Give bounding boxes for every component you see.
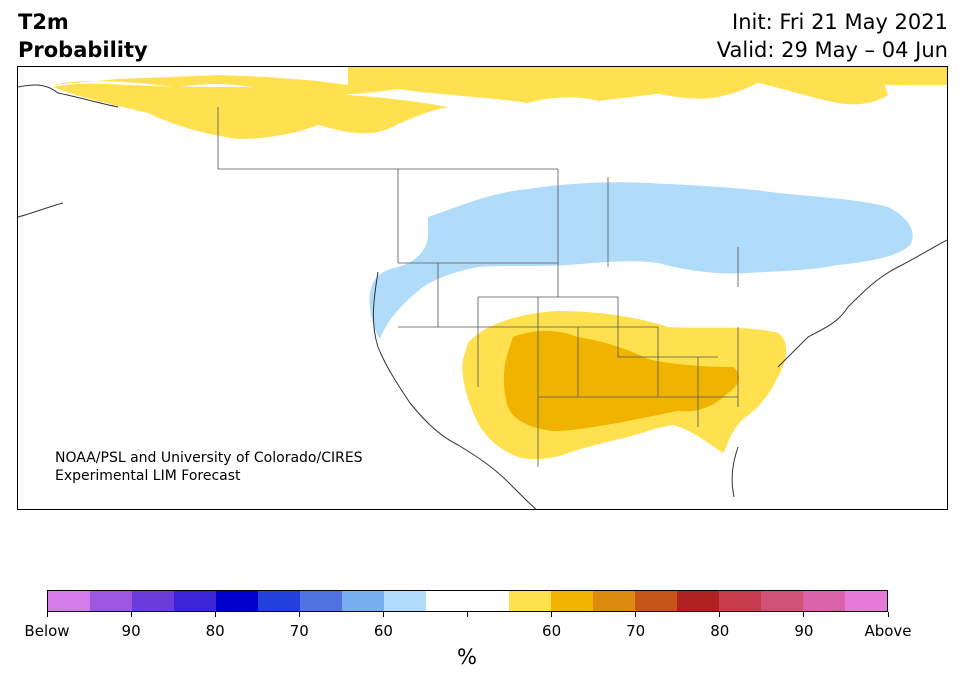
above-region-arctic-islands [358, 67, 888, 105]
colorbar-segment [677, 591, 720, 611]
colorbar-tick [46, 612, 48, 617]
colorbar-tick [635, 612, 637, 617]
colorbar-segment [48, 591, 90, 611]
colorbar-tick [719, 612, 721, 617]
colorbar-segment [173, 591, 216, 611]
colorbar-segment [509, 591, 552, 611]
colorbar-tick-label: 90 [794, 622, 814, 640]
colorbar-tick-label: Below [24, 622, 70, 640]
colorbar-tick-label: 80 [205, 622, 225, 640]
title-metric: Probability [18, 38, 148, 62]
colorbar-unit: % [457, 645, 477, 669]
colorbar-tick [130, 612, 132, 617]
colorbar-tick-label: 80 [710, 622, 730, 640]
colorbar-segment [215, 591, 258, 611]
colorbar-tick-label: 90 [121, 622, 141, 640]
colorbar-segment [551, 591, 594, 611]
colorbar-tick-label: Above [864, 622, 912, 640]
title-block: T2m Probability [18, 8, 148, 64]
valid-range: Valid: 29 May – 04 Jun [716, 38, 948, 62]
colorbar-segment [635, 591, 678, 611]
colorbar-segment [425, 591, 468, 611]
colorbar-tick-label: 70 [626, 622, 646, 640]
colorbar-tick [551, 612, 553, 617]
colorbar-tick-label: 60 [542, 622, 562, 640]
colorbar-segment [761, 591, 804, 611]
map-panel [17, 66, 948, 510]
colorbar-tick [298, 612, 300, 617]
colorbar-segment [257, 591, 300, 611]
colorbar-segment [467, 591, 510, 611]
coastline [18, 84, 947, 509]
colorbar-segment [299, 591, 342, 611]
title-variable: T2m [18, 10, 69, 34]
credit-product: Experimental LIM Forecast [55, 468, 241, 484]
colorbar-segment [89, 591, 132, 611]
colorbar-tick [214, 612, 216, 617]
colorbar-segment [131, 591, 174, 611]
date-block: Init: Fri 21 May 2021 Valid: 29 May – 04… [717, 8, 948, 64]
colorbar-segment [593, 591, 636, 611]
colorbar-ticks [46, 612, 889, 620]
colorbar-segment [803, 591, 846, 611]
forecast-map [18, 67, 947, 509]
below-region [369, 182, 913, 339]
colorbar-segment [383, 591, 426, 611]
colorbar-tick [382, 612, 384, 617]
colorbar-tick [467, 612, 468, 617]
colorbar-segment [341, 591, 384, 611]
credit-org: NOAA/PSL and University of Colorado/CIRE… [55, 450, 363, 466]
init-date: Init: Fri 21 May 2021 [732, 10, 948, 34]
colorbar-tick-label: 60 [373, 622, 393, 640]
colorbar-tick [803, 612, 805, 617]
colorbar-segment [845, 591, 888, 611]
above-region-north-west [53, 83, 448, 139]
credit-block: NOAA/PSL and University of Colorado/CIRE… [55, 449, 363, 485]
state-borders [217, 107, 739, 467]
probability-colorbar [47, 590, 888, 612]
colorbar-tick [887, 612, 889, 617]
colorbar-tick-label: 70 [289, 622, 309, 640]
colorbar-segment [719, 591, 762, 611]
above-region-core [503, 331, 740, 431]
